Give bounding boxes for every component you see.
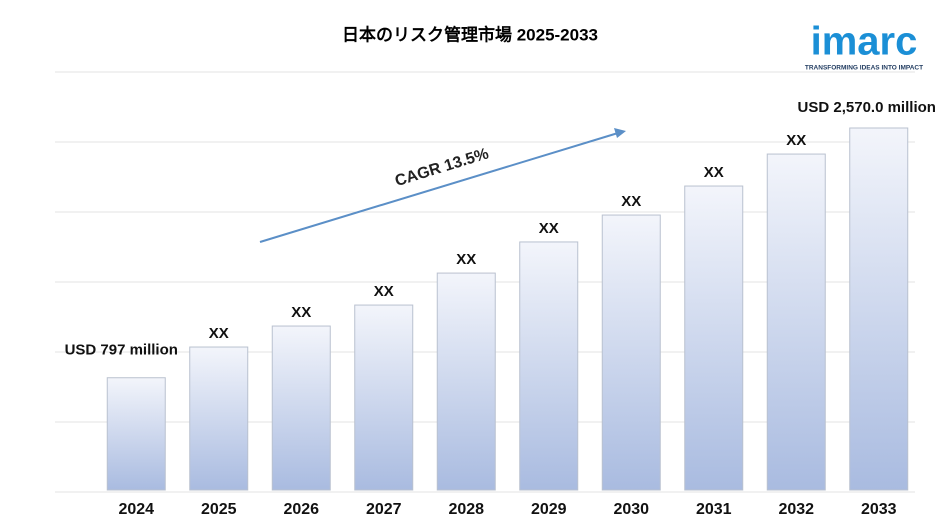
logo-tagline: TRANSFORMING IDEAS INTO IMPACT: [805, 65, 923, 72]
value-label: XX: [539, 220, 559, 237]
arrow-head: [614, 128, 626, 138]
x-tick-label: 2024: [118, 501, 154, 518]
value-label: USD 797 million: [65, 342, 178, 359]
x-tick-label: 2028: [448, 501, 484, 518]
x-tick-label: 2032: [778, 501, 814, 518]
x-tick-label: 2027: [366, 501, 402, 518]
bar: [354, 304, 414, 491]
x-tick-label: 2025: [201, 501, 237, 518]
x-tick-label: 2026: [283, 501, 319, 518]
logo: imarc TRANSFORMING IDEAS INTO IMPACT: [805, 20, 923, 72]
x-tick-label: 2030: [613, 501, 649, 518]
bar: [106, 377, 166, 491]
x-tick-label: 2033: [861, 501, 897, 518]
cagr-label: CAGR 13.5%: [393, 145, 491, 190]
value-label: XX: [291, 304, 311, 321]
bar: [436, 272, 496, 491]
bar: [601, 214, 661, 491]
x-tick-label: 2031: [696, 501, 732, 518]
bar: [271, 325, 331, 491]
logo-name: imarc: [811, 20, 918, 64]
value-label: XX: [374, 283, 394, 300]
value-label: XX: [621, 193, 641, 210]
value-label: USD 2,570.0 million: [798, 99, 936, 116]
cagr-arrow: CAGR 13.5%: [259, 128, 626, 243]
arrow-line: [259, 132, 619, 243]
value-label: XX: [209, 325, 229, 342]
bar: [189, 346, 249, 491]
chart-title: 日本のリスク管理市場 2025-2033: [342, 24, 598, 44]
value-label: XX: [786, 132, 806, 149]
bar: [849, 127, 909, 491]
value-label: XX: [704, 164, 724, 181]
x-tick-label: 2029: [531, 501, 567, 518]
bar: [519, 241, 579, 491]
value-label: XX: [456, 251, 476, 268]
bar: [766, 153, 826, 491]
bar: [684, 185, 744, 491]
